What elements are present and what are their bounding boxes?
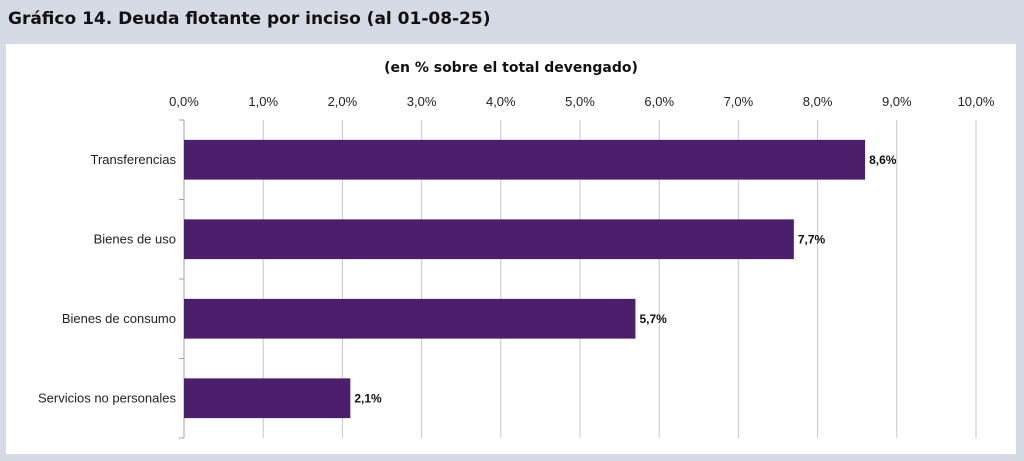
x-tick-label: 2,0% <box>328 94 358 109</box>
data-label: 8,6% <box>869 153 897 167</box>
bar-2 <box>184 219 794 260</box>
data-label: 7,7% <box>798 232 826 246</box>
x-tick-label: 1,0% <box>248 94 278 109</box>
x-tick-label: 5,0% <box>565 94 595 109</box>
page-title: Gráfico 14. Deuda flotante por inciso (a… <box>8 9 491 29</box>
data-label: 2,1% <box>354 391 382 405</box>
x-tick-label: 6,0% <box>644 94 674 109</box>
chart-panel: (en % sobre el total devengado) 0,0% 1,0%… <box>6 44 1016 454</box>
x-tick-label: 0,0% <box>169 94 199 109</box>
bar-4 <box>184 378 351 419</box>
category-label: Servicios no personales <box>38 390 177 405</box>
category-label: Bienes de uso <box>94 231 176 246</box>
data-label: 5,7% <box>639 312 667 326</box>
chart-subtitle: (en % sobre el total devengado) <box>384 60 638 76</box>
x-tick-label: 4,0% <box>486 94 516 109</box>
x-tick-label: 9,0% <box>882 94 912 109</box>
x-tick-label: 8,0% <box>803 94 833 109</box>
category-label: Bienes de consumo <box>62 311 176 326</box>
x-tick-label: 10,0% <box>958 94 995 109</box>
category-label: Transferencias <box>91 152 177 167</box>
bar-3 <box>184 298 636 339</box>
x-tick-label: 7,0% <box>724 94 754 109</box>
bar-chart: 0,0% 1,0% 2,0% 3,0% 4,0% 5,0% 6,0% 7,0% 8,0% 9,0%… <box>38 94 995 439</box>
x-tick-label: 3,0% <box>407 94 437 109</box>
bar-1 <box>184 139 866 180</box>
